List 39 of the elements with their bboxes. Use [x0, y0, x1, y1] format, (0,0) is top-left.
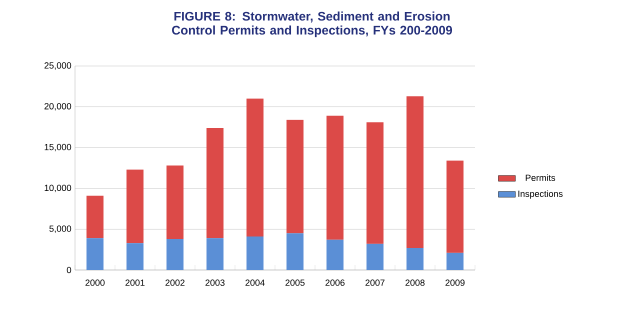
x-tick-label: 2004: [245, 280, 265, 286]
bar: [166, 166, 184, 239]
bar: [286, 233, 304, 270]
bar: [326, 116, 344, 240]
x-tick-label: 2005: [285, 280, 305, 286]
x-tick-label: 2003: [205, 280, 225, 286]
x-tick-label: 2009: [445, 280, 465, 286]
bar: [126, 243, 144, 270]
chart-title: FIGURE 8: Stormwater, Sediment and Erosion Control Permits and Inspections, FYs 200-2009: [172, 12, 452, 38]
x-tick-label: 2000: [85, 280, 105, 286]
bar: [126, 170, 144, 244]
bar: [366, 122, 384, 244]
bar: [446, 160, 464, 253]
x-tick-label: 2007: [365, 280, 385, 286]
x-tick-label: 2008: [405, 280, 425, 286]
bar: [326, 240, 344, 270]
y-tick-label: 15,000: [44, 144, 72, 152]
y-tick-label: 5,000: [49, 225, 72, 233]
bar: [206, 238, 224, 270]
bar: [286, 120, 304, 234]
x-tick-label: 2006: [325, 280, 345, 286]
bar: [406, 96, 424, 248]
legend-label: Permits: [526, 174, 556, 181]
y-tick-label: 25,000: [44, 62, 72, 70]
bar: [246, 236, 264, 270]
y-tick-label: 20,000: [44, 103, 72, 110]
bar: [366, 244, 384, 270]
bar: [246, 98, 264, 237]
bar: [166, 238, 184, 270]
bar: [86, 238, 104, 270]
y-tick-label: 0: [66, 266, 72, 274]
bar: [86, 196, 104, 238]
bar: [446, 252, 464, 270]
y-tick-label: 10,000: [44, 184, 72, 192]
bar: [206, 128, 224, 238]
x-tick-label: 2001: [125, 280, 145, 286]
bar: [406, 248, 424, 270]
legend-label: Inspections: [518, 190, 563, 199]
x-tick-label: 2002: [165, 280, 185, 286]
